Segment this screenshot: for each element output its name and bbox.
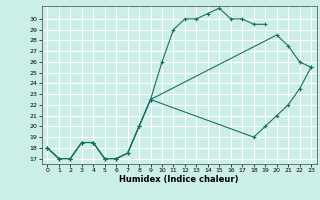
X-axis label: Humidex (Indice chaleur): Humidex (Indice chaleur) — [119, 175, 239, 184]
